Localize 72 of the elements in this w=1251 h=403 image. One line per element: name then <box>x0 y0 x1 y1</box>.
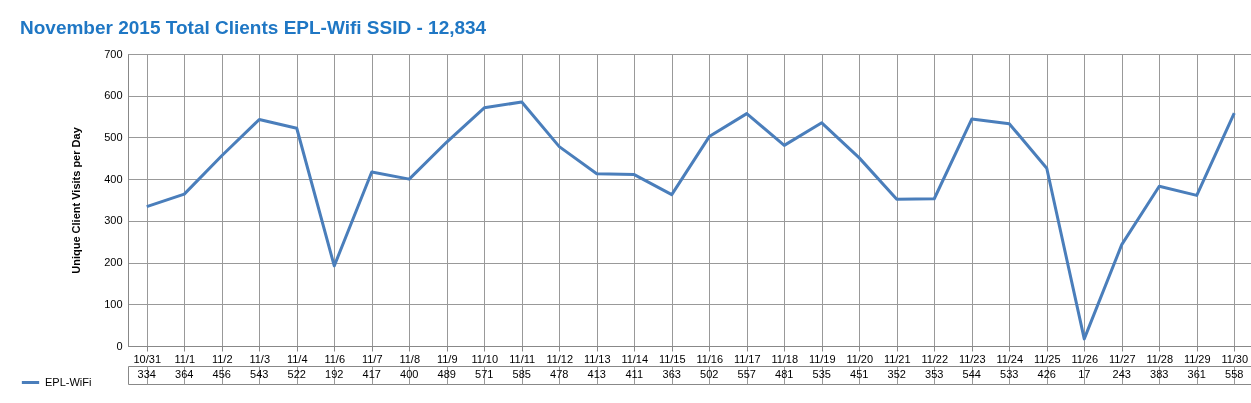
data-label: 400 <box>400 368 419 380</box>
x-tick-label: 11/30 <box>1221 352 1249 365</box>
legend-label: EPL-WiFi <box>45 375 92 388</box>
x-tick-label: 11/17 <box>733 352 761 365</box>
data-label: 451 <box>850 368 869 380</box>
data-label: 456 <box>212 368 231 380</box>
x-tick-label: 11/2 <box>211 352 233 365</box>
data-label: 353 <box>925 368 944 380</box>
x-tick-label: 11/18 <box>771 352 799 365</box>
y-tick-label: 500 <box>104 130 123 143</box>
x-tick-label: 11/15 <box>658 352 686 365</box>
x-tick-label: 11/12 <box>546 352 574 365</box>
y-axis-title: Unique Client Visits per Day <box>70 126 83 274</box>
data-label: 571 <box>475 368 494 380</box>
line-series <box>145 100 1236 341</box>
data-label: 426 <box>1037 368 1056 380</box>
data-label: 544 <box>962 368 981 380</box>
x-tick-label: 11/1 <box>174 352 196 365</box>
data-label: 192 <box>325 368 344 380</box>
y-tick-label: 600 <box>104 89 123 102</box>
y-tick-label: 100 <box>104 297 123 310</box>
x-tick-label: 11/29 <box>1183 352 1211 365</box>
x-tick-label: 11/8 <box>399 352 421 365</box>
data-label: 383 <box>1150 368 1169 380</box>
x-tick-label: 11/22 <box>921 352 949 365</box>
x-tick-label: 11/9 <box>436 352 458 365</box>
data-label: 334 <box>137 368 156 380</box>
y-tick-label: 0 <box>116 339 123 352</box>
x-tick-label: 11/24 <box>996 352 1024 365</box>
y-tick-label: 200 <box>104 256 123 269</box>
data-label: 478 <box>550 368 569 380</box>
data-label: 481 <box>775 368 794 380</box>
data-label: 533 <box>1000 368 1019 380</box>
x-tick-label: 11/21 <box>883 352 911 365</box>
x-tick-label: 11/20 <box>846 352 874 365</box>
x-tick-label: 11/25 <box>1033 352 1061 365</box>
data-label: 558 <box>1225 368 1244 380</box>
y-tick-label: 400 <box>104 172 123 185</box>
x-tick-label: 11/26 <box>1071 352 1099 365</box>
x-tick-label: 11/3 <box>249 352 271 365</box>
data-label: 522 <box>287 368 306 380</box>
x-tick-label: 11/6 <box>324 352 346 365</box>
data-label: 17 <box>1078 368 1091 380</box>
data-label: 364 <box>175 368 194 380</box>
y-tick-label: 300 <box>104 214 123 227</box>
data-label: 361 <box>1187 368 1206 380</box>
y-tick-label: 700 <box>104 47 123 60</box>
x-tick-label: 11/16 <box>696 352 724 365</box>
data-label: 352 <box>887 368 906 380</box>
x-tick-label: 11/4 <box>286 352 308 365</box>
data-label: 417 <box>362 368 381 380</box>
data-label: 363 <box>662 368 681 380</box>
data-label: 489 <box>437 368 456 380</box>
x-tick-label: 11/23 <box>958 352 986 365</box>
x-tick-label: 11/7 <box>361 352 383 365</box>
data-label: 411 <box>625 368 644 380</box>
x-tick-label: 11/11 <box>509 352 536 365</box>
data-label: 413 <box>587 368 606 380</box>
data-label: 502 <box>700 368 719 380</box>
x-tick-label: 10/31 <box>133 352 162 365</box>
x-tick-label: 11/14 <box>621 352 649 365</box>
x-tick-label: 11/27 <box>1108 352 1136 365</box>
x-tick-label: 11/13 <box>583 352 611 365</box>
data-label: 557 <box>737 368 756 380</box>
x-tick-label: 11/19 <box>808 352 836 365</box>
x-tick-label: 11/10 <box>471 352 499 365</box>
data-label: 535 <box>812 368 831 380</box>
data-label: 243 <box>1112 368 1131 380</box>
data-label: 543 <box>250 368 269 380</box>
chart-title: November 2015 Total Clients EPL-Wifi SSID - 12,834 <box>20 16 487 38</box>
x-tick-label: 11/28 <box>1146 352 1174 365</box>
data-label: 585 <box>512 368 531 380</box>
